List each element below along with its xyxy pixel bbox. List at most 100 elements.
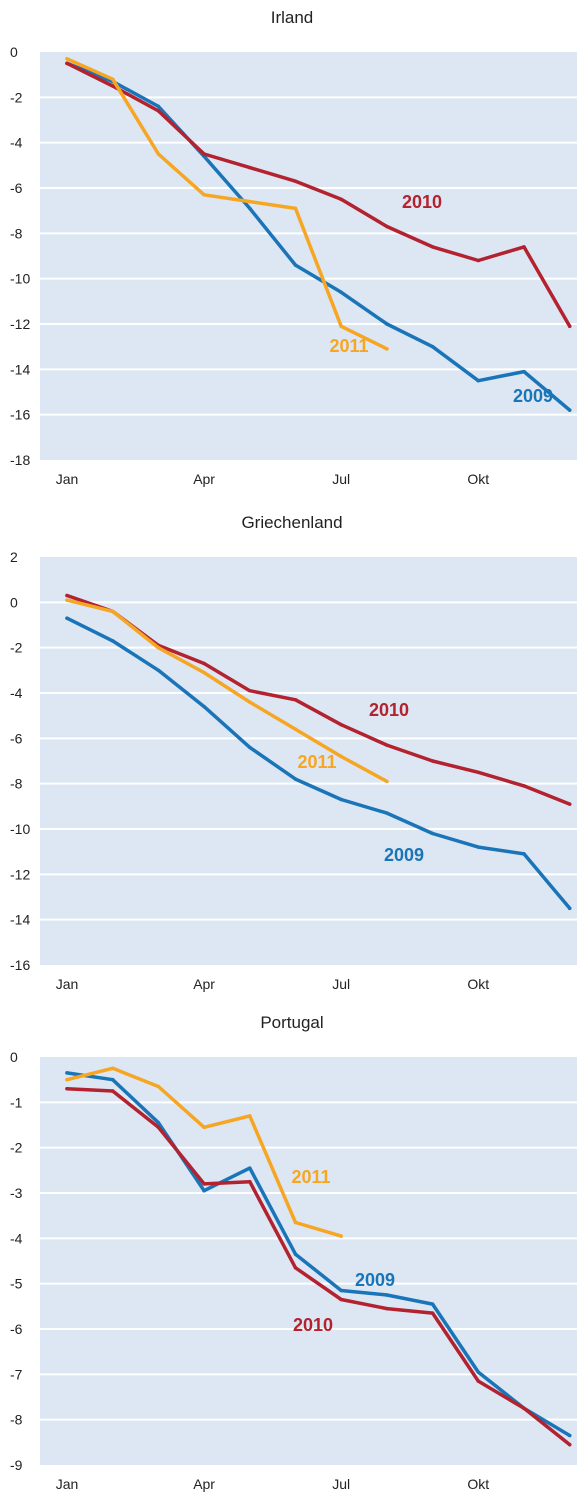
y-tick-label: -10 [10,271,30,287]
y-tick-label: 0 [10,594,18,610]
data-point-2009 [248,746,252,750]
data-point-2010 [522,1407,526,1411]
data-point-2009 [65,1071,69,1075]
data-point-2010 [157,109,161,113]
chart-panel-portugal: Portugal 0 -1 -2 -3 -4 -5 -6 -7 -8 -9 Jan Apr Jul Okt… [0,1005,584,1499]
data-point-2009 [477,845,481,849]
y-tick-label: -18 [10,452,30,468]
series-label-2009: 2009 [355,1270,395,1290]
data-point-2009 [248,207,252,211]
x-tick-label: Jul [332,1476,350,1492]
data-point-2009 [157,1121,161,1125]
x-tick-label: Okt [467,1476,489,1492]
x-tick-label: Jan [56,976,79,992]
chart-panel-griechenland: Griechenland 2 0 -2 -4 -6 -8 -10 -12 -14 -16 Jan Ap… [0,505,584,1000]
y-tick-label: -5 [10,1276,23,1292]
data-point-2011 [157,646,161,650]
data-point-2009 [431,832,435,836]
data-point-2010 [65,594,69,598]
y-tick-label: -14 [10,361,30,377]
y-tick-label: -8 [10,225,23,241]
x-tick-label: Jul [332,471,350,487]
data-point-2009 [202,1189,206,1193]
x-tick-label: Okt [467,471,489,487]
data-point-2010 [522,245,526,249]
data-point-2009 [385,322,389,326]
data-point-2010 [477,259,481,263]
data-point-2010 [339,1298,343,1302]
data-point-2011 [111,77,115,81]
series-label-2010: 2010 [369,700,409,720]
data-point-2011 [339,1234,343,1238]
x-tick-label: Jan [56,1476,79,1492]
series-label-2011: 2011 [291,1167,330,1187]
data-point-2009 [522,370,526,374]
line-chart-irland: 0-2-4-6-8-10-12-14-16-18Jan Apr Jul Okt2009… [0,0,584,495]
y-tick-label: -6 [10,180,23,196]
y-tick-label: -4 [10,1230,23,1246]
series-label-2009: 2009 [384,845,424,865]
y-tick-label: -10 [10,821,30,837]
data-point-2010 [522,784,526,788]
y-tick-label: -6 [10,730,23,746]
data-point-2011 [111,610,115,614]
series-label-2010: 2010 [293,1315,333,1335]
y-tick-label: -2 [10,89,23,105]
data-point-2010 [431,245,435,249]
data-point-2011 [65,1078,69,1082]
data-point-2010 [385,743,389,747]
data-point-2011 [157,152,161,156]
data-point-2009 [568,1434,572,1438]
line-chart-griechenland: 2 0 -2 -4 -6 -8 -10 -12 -14 -16 Jan Apr Jul Okt 2009 20… [0,505,584,1000]
data-point-2011 [202,1126,206,1130]
data-point-2009 [431,345,435,349]
data-point-2009 [339,798,343,802]
data-point-2010 [294,698,298,702]
data-point-2010 [385,1307,389,1311]
x-tick-label: Apr [193,976,215,992]
data-point-2010 [477,771,481,775]
data-point-2011 [294,1221,298,1225]
x-tick-label: Okt [467,976,489,992]
data-point-2011 [65,598,69,602]
data-point-2010 [431,759,435,763]
data-point-2010 [202,1182,206,1186]
data-point-2009 [339,1289,343,1293]
y-tick-label: -4 [10,685,23,701]
data-point-2010 [431,1311,435,1315]
data-point-2009 [294,1252,298,1256]
chart-panel-irland: Irland 0 -2 -4 -6 -8 -10 -12 -14 -16 -18 Jan Apr Jul… [0,0,584,495]
y-tick-label: -8 [10,1412,23,1428]
data-point-2009 [294,263,298,267]
data-point-2009 [157,105,161,109]
data-point-2011 [248,1114,252,1118]
data-point-2011 [294,728,298,732]
x-tick-label: Apr [193,1476,215,1492]
data-point-2009 [202,705,206,709]
x-tick-label: Apr [193,471,215,487]
data-point-2009 [431,1302,435,1306]
data-point-2011 [339,755,343,759]
data-point-2009 [111,1078,115,1082]
data-point-2009 [477,1370,481,1374]
data-point-2009 [522,852,526,856]
y-tick-label: 2 [10,549,18,565]
data-point-2010 [111,84,115,88]
data-point-2009 [568,907,572,911]
data-point-2011 [202,671,206,675]
data-point-2010 [157,1126,161,1130]
data-point-2009 [385,1293,389,1297]
y-tick-label: -6 [10,1321,23,1337]
data-point-2010 [248,689,252,693]
data-point-2010 [339,723,343,727]
series-label-2011: 2011 [329,336,368,356]
y-tick-label: -1 [10,1094,23,1110]
y-tick-label: -16 [10,407,30,423]
data-point-2010 [385,225,389,229]
y-tick-label: 0 [10,1049,18,1065]
data-point-2009 [294,777,298,781]
data-point-2010 [477,1379,481,1383]
data-point-2009 [111,639,115,643]
data-point-2011 [111,1067,115,1071]
data-point-2009 [568,408,572,412]
